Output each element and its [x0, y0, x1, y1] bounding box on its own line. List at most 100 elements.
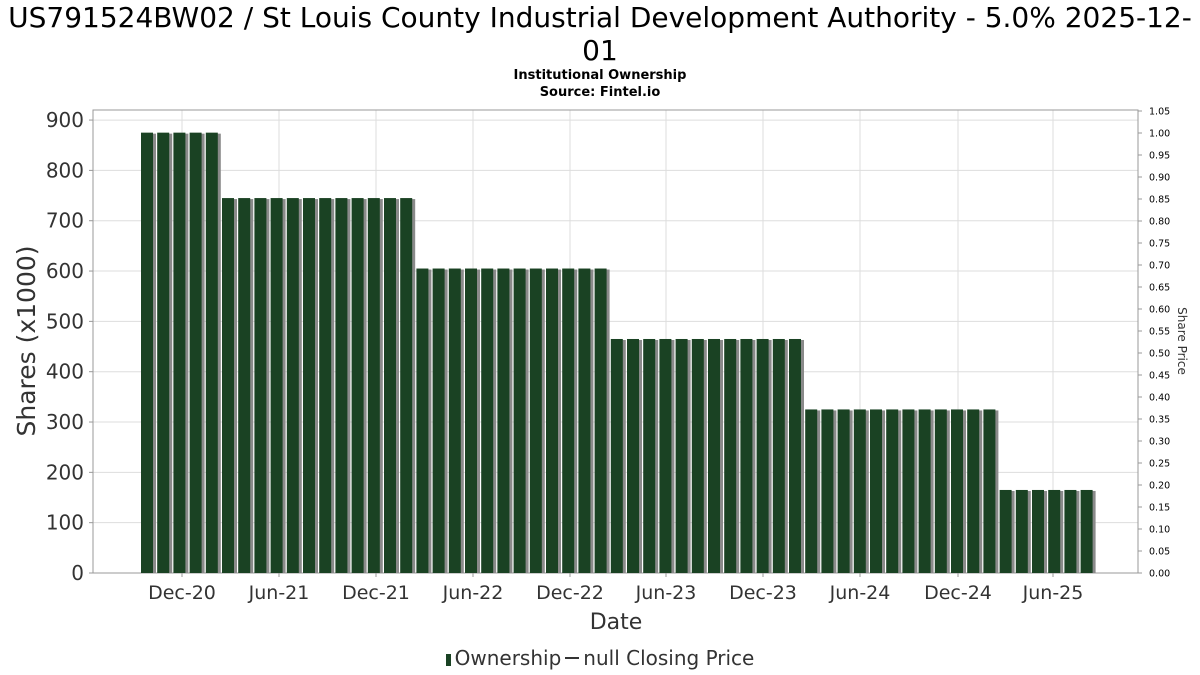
y2-axis-label: Share Price [1175, 307, 1189, 375]
ownership-bar [270, 198, 283, 573]
y2-axis-ticks: 0.00 0.05 0.10 0.15 0.20 0.25 0.30 0.35 0.40 0.45… [1138, 107, 1170, 580]
ownership-bar [481, 268, 494, 573]
ownership-bar [1032, 489, 1044, 573]
ownership-bar [789, 338, 801, 573]
ownership-bar [367, 198, 380, 573]
ownership-bar [546, 268, 558, 573]
y2-tick-label: 0.00 [1149, 569, 1170, 580]
bars-group [141, 132, 1096, 574]
ownership-legend-swatch [445, 654, 451, 666]
y2-tick-label: 0.45 [1149, 371, 1170, 382]
x-tick-label: Dec-22 [536, 582, 604, 604]
y-tick-label: 400 [46, 360, 84, 384]
x-tick-label: Jun-25 [1022, 582, 1084, 604]
x-tick-label: Dec-24 [924, 582, 992, 604]
legend: Ownership null Closing Price [0, 646, 1200, 670]
y-axis-label: Shares (x1000) [12, 245, 41, 436]
ownership-bar [1048, 489, 1061, 573]
x-tick-label: Dec-23 [729, 582, 797, 604]
ownership-bar [934, 409, 947, 573]
ownership-bar [465, 268, 477, 573]
chart-title-line-1: US791524BW02 / St Louis County Industria… [8, 1, 1192, 34]
ownership-bar [999, 489, 1012, 573]
ownership-bar [400, 198, 413, 573]
y2-tick-label: 0.35 [1149, 415, 1170, 426]
y2-tick-label: 0.05 [1149, 547, 1170, 558]
y2-tick-label: 1.00 [1149, 129, 1170, 140]
ownership-bar [772, 338, 785, 573]
ownership-bar [724, 338, 737, 573]
ownership-bar [303, 198, 315, 573]
ownership-bar [918, 409, 931, 573]
ownership-bar [805, 409, 818, 573]
ownership-bar [562, 268, 575, 573]
ownership-bar [870, 409, 882, 573]
ownership-bar [222, 198, 234, 573]
y-tick-label: 600 [46, 259, 84, 283]
ownership-bar [594, 268, 607, 573]
y-tick-label: 700 [46, 209, 84, 233]
ownership-bar [627, 338, 639, 573]
y-tick-label: 900 [46, 108, 84, 132]
y2-tick-label: 0.30 [1149, 437, 1170, 448]
y2-tick-label: 0.95 [1149, 151, 1170, 162]
y-tick-label: 200 [46, 460, 84, 484]
ownership-bar [756, 338, 769, 573]
y2-tick-label: 0.60 [1149, 305, 1170, 316]
y-axis-ticks: 0 100 200 300 400 500 600 700 800 900 [46, 108, 93, 585]
ownership-bar [513, 268, 526, 573]
ownership-bar [286, 198, 299, 573]
y2-tick-label: 0.40 [1149, 393, 1170, 404]
ownership-bar [238, 198, 251, 573]
ownership-bar [853, 409, 866, 573]
ownership-bar [578, 268, 591, 573]
x-tick-label: Jun-24 [829, 582, 891, 604]
x-tick-label: Dec-20 [148, 582, 216, 604]
ownership-bar [319, 198, 332, 573]
ownership-bar [157, 132, 170, 574]
ownership-bar [675, 338, 688, 573]
y2-tick-label: 0.50 [1149, 349, 1170, 360]
ownership-bar [141, 132, 153, 574]
x-tick-label: Jun-22 [442, 582, 504, 604]
ownership-bar [335, 198, 348, 573]
x-axis-ticks: Dec-20 Jun-21 Dec-21 Jun-22 Dec-22 Jun-23 Dec-… [148, 573, 1083, 604]
y2-tick-label: 0.15 [1149, 503, 1170, 514]
ownership-bar [902, 409, 915, 573]
ownership-bar [740, 338, 753, 573]
ownership-bar [659, 338, 672, 573]
ownership-bar [205, 132, 218, 574]
chart-title: US791524BW02 / St Louis County Industria… [0, 1, 1200, 67]
y2-tick-label: 0.20 [1149, 481, 1170, 492]
ownership-bar [173, 132, 186, 574]
price-legend-label: null Closing Price [583, 646, 755, 670]
ownership-bar [951, 409, 963, 573]
y-tick-label: 800 [46, 158, 84, 182]
y2-tick-label: 1.05 [1149, 107, 1170, 118]
ownership-bar [351, 198, 364, 573]
price-legend-line-icon [565, 657, 580, 659]
ownership-legend-label: Ownership [454, 646, 562, 670]
y2-tick-label: 0.80 [1149, 217, 1170, 228]
ownership-bar [432, 268, 445, 573]
ownership-bar [610, 338, 623, 573]
ownership-bar [643, 338, 656, 573]
ownership-bar [691, 338, 704, 573]
ownership-bar [384, 198, 396, 573]
ownership-bar [189, 132, 202, 574]
y2-tick-label: 0.90 [1149, 173, 1170, 184]
x-tick-label: Jun-21 [248, 582, 310, 604]
ownership-bar [529, 268, 542, 573]
y2-tick-label: 0.70 [1149, 261, 1170, 272]
y-tick-label: 100 [46, 511, 84, 535]
ownership-bar [497, 268, 510, 573]
y-tick-label: 500 [46, 309, 84, 333]
ownership-bar [708, 338, 720, 573]
y-tick-label: 300 [46, 410, 84, 434]
subtitle-line-1: Institutional Ownership [513, 68, 687, 83]
y2-tick-label: 0.85 [1149, 195, 1170, 206]
chart-title-line-2: 01 [582, 34, 618, 67]
ownership-bar [967, 409, 980, 573]
subtitle-line-2: Source: Fintel.io [539, 85, 661, 100]
